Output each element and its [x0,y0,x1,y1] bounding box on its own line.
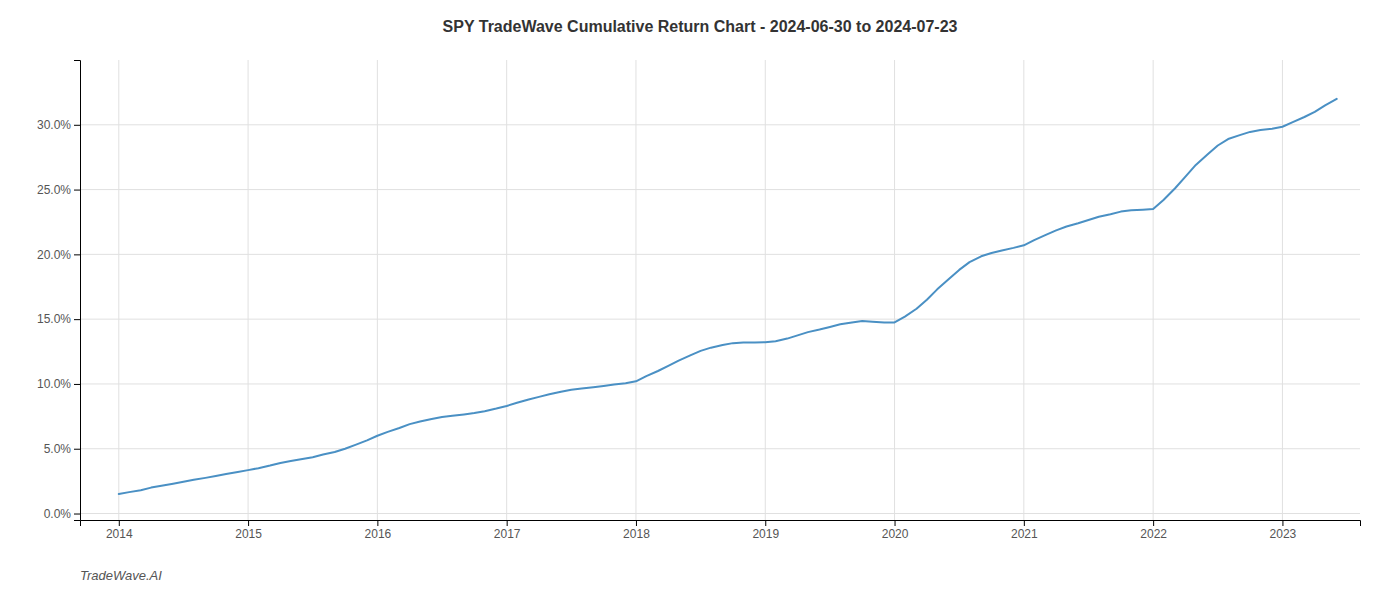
x-axis-tick: 2018 [623,520,650,541]
x-grid-line [248,60,249,520]
y-axis: 0.0% 5.0% 10.0% 15.0% 20.0% 25.0% 30.0% [37,61,81,521]
x-grid-line [894,60,895,520]
x-axis-tick: 2021 [1011,520,1038,541]
y-axis-tick-mark [74,449,80,450]
y-axis-tick-mark [74,254,80,255]
x-grid-line [765,60,766,520]
y-axis-tick: 5.0% [44,442,80,456]
y-axis-tick-label: 10.0% [37,377,71,391]
x-axis-tick-label: 2016 [365,527,392,541]
x-axis-tick: 2014 [106,520,133,541]
y-grid-line [80,448,1360,449]
y-axis-tick: 10.0% [37,377,80,391]
y-axis-tick-mark [74,384,80,385]
x-grid-line [1023,60,1024,520]
x-grid-line [635,60,636,520]
x-axis-tick: 2022 [1140,520,1167,541]
y-axis-tick-label: 0.0% [44,507,72,521]
x-grid-line [118,60,119,520]
x-axis-tick-mark [1024,520,1025,526]
y-axis-tick-mark [74,125,80,126]
y-axis-tick-label: 30.0% [37,118,71,132]
x-axis-tick-mark [765,520,766,526]
x-axis-line [81,521,1361,527]
line [119,99,1337,494]
y-axis-tick: 25.0% [37,183,80,197]
y-axis-tick-label: 15.0% [37,312,71,326]
x-grid-line [1282,60,1283,520]
x-axis-tick-mark [895,520,896,526]
x-axis-tick-label: 2015 [235,527,262,541]
x-axis-tick-mark [507,520,508,526]
x-axis-tick-mark [377,520,378,526]
x-axis-tick: 2017 [494,520,521,541]
x-axis-tick-label: 2023 [1270,527,1297,541]
y-axis-tick: 0.0% [44,507,80,521]
y-axis-tick-label: 25.0% [37,183,71,197]
y-grid-line [80,124,1360,125]
x-axis-tick-label: 2022 [1140,527,1167,541]
x-axis-tick: 2019 [752,520,779,541]
y-axis-tick: 30.0% [37,118,80,132]
x-axis: 2014 2015 2016 2017 2018 2019 2020 2021 2022 2023 [81,520,1361,541]
x-axis-tick-label: 2018 [623,527,650,541]
x-axis-tick: 2015 [235,520,262,541]
chart-svg: 2014 2015 2016 2017 2018 2019 2020 2021 2022 2023… [0,0,1400,600]
chart-container: 2014 2015 2016 2017 2018 2019 2020 2021 2022 2023… [0,0,1400,600]
title: SPY TradeWave Cumulative Return Chart - … [443,18,958,35]
y-axis-tick-mark [74,514,80,515]
x-axis-tick: 2020 [882,520,909,541]
plot-area [119,99,1337,494]
x-grid-line [377,60,378,520]
y-grid-line [80,189,1360,190]
y-axis-tick: 20.0% [37,248,80,262]
y-grid-line [80,319,1360,320]
y-axis-tick-label: 20.0% [37,248,71,262]
x-axis-tick: 2023 [1270,520,1297,541]
x-axis-tick-mark [119,520,120,526]
y-grid-line [80,383,1360,384]
x-axis-tick-mark [1282,520,1283,526]
x-grid-line [506,60,507,520]
footer-annotation: TradeWave.AI [80,568,162,583]
y-axis-tick-mark [74,190,80,191]
x-grid-line [1153,60,1154,520]
y-axis-tick-mark [74,319,80,320]
x-axis-tick-mark [1153,520,1154,526]
grid [80,60,1360,520]
x-axis-tick-label: 2020 [882,527,909,541]
y-grid-line [80,254,1360,255]
x-axis-tick-label: 2021 [1011,527,1038,541]
x-axis-tick: 2016 [365,520,392,541]
x-axis-tick-label: 2019 [752,527,779,541]
x-axis-tick-mark [636,520,637,526]
y-axis-tick-label: 5.0% [44,442,72,456]
y-axis-line [74,61,81,521]
y-grid-line [80,513,1360,514]
x-axis-tick-label: 2014 [106,527,133,541]
x-axis-tick-mark [248,520,249,526]
y-axis-tick: 15.0% [37,312,80,326]
x-axis-tick-label: 2017 [494,527,521,541]
